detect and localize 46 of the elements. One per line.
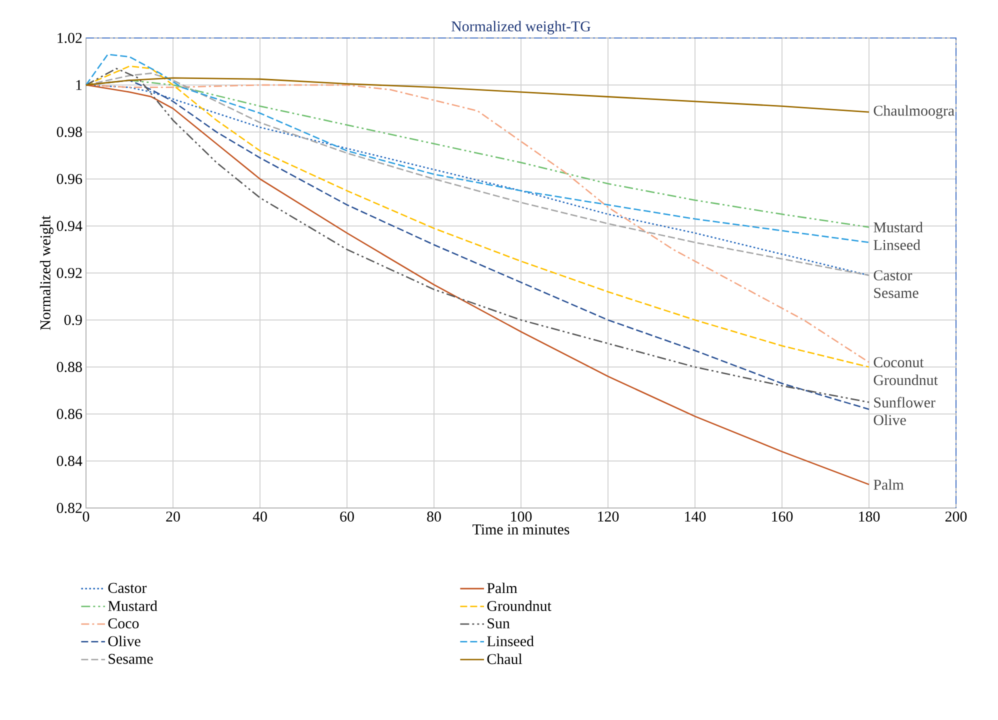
annotation: Chaulmoogra — [874, 105, 954, 119]
x-axis-title: Time in minutes — [472, 524, 570, 534]
chart-title: Normalized weight-TG — [452, 20, 590, 34]
annotation: Palm — [874, 479, 904, 490]
line-series — [85, 84, 870, 486]
annotation: Mustard — [874, 222, 923, 232]
x-tick-label: 40 — [252, 512, 267, 522]
y-tick-label: 0.96 — [56, 174, 82, 184]
y-tick-label: 0.88 — [56, 362, 82, 372]
y-tick-label: 1.02 — [58, 32, 82, 44]
annotation: Sesame — [874, 288, 918, 298]
legend-label: Mustard — [108, 600, 158, 612]
x-tick-label: 0 — [82, 512, 90, 522]
y-axis-title: Normalized weight — [40, 216, 54, 330]
annotation: Linseed — [874, 240, 920, 250]
annotation: Castor — [874, 270, 912, 280]
y-tick-label: 0.92 — [56, 268, 82, 278]
x-tick-label: 60 — [340, 512, 354, 522]
y-tick-label: 0.86 — [56, 408, 82, 420]
annotation: Olive — [874, 414, 906, 426]
y-tick-label: 0.82 — [56, 502, 82, 514]
legend-label: Sun — [488, 618, 510, 628]
x-tick-label: 100 — [511, 512, 532, 522]
y-tick-label: 0.9 — [64, 314, 82, 326]
annotation: Sunflower — [874, 396, 936, 408]
legend-label: Linseed — [487, 636, 534, 646]
x-tick-label: 160 — [772, 512, 793, 522]
legend-label: Groundnut — [487, 600, 552, 612]
annotation: Groundnut — [874, 374, 938, 386]
x-tick-label: 20 — [166, 512, 180, 522]
x-tick-label: 200 — [945, 512, 967, 522]
x-tick-label: 140 — [685, 512, 706, 522]
y-tick-label: 1 — [76, 80, 82, 90]
legend-label: Sesame — [108, 654, 153, 664]
legend-label: Palm — [487, 582, 518, 594]
y-tick-label: 0.94 — [56, 220, 82, 232]
legend-label: Coco — [108, 618, 139, 628]
x-tick-label: 120 — [598, 512, 619, 522]
legend-label: Olive — [108, 636, 140, 646]
x-tick-label: 180 — [859, 512, 880, 522]
annotation: Coconut — [874, 357, 924, 368]
x-tick-label: 80 — [427, 512, 441, 522]
y-tick-label: 0.98 — [56, 126, 82, 138]
y-tick-label: 0.84 — [56, 456, 82, 466]
legend-label: Chaul — [487, 654, 522, 664]
legend-label: Castor — [108, 582, 147, 593]
